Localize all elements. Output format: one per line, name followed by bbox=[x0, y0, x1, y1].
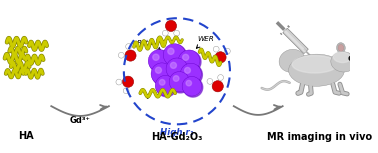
Circle shape bbox=[163, 44, 186, 66]
Text: MR imaging in vivo: MR imaging in vivo bbox=[267, 132, 373, 142]
Circle shape bbox=[351, 57, 353, 58]
Circle shape bbox=[156, 76, 177, 97]
Ellipse shape bbox=[279, 49, 305, 72]
Circle shape bbox=[179, 51, 201, 73]
Circle shape bbox=[151, 63, 173, 84]
Circle shape bbox=[155, 75, 175, 96]
Circle shape bbox=[116, 79, 122, 85]
Ellipse shape bbox=[356, 60, 366, 68]
Circle shape bbox=[118, 52, 124, 58]
Polygon shape bbox=[284, 30, 307, 53]
Circle shape bbox=[170, 73, 191, 93]
Circle shape bbox=[225, 48, 230, 54]
Circle shape bbox=[153, 54, 159, 60]
Ellipse shape bbox=[356, 61, 363, 66]
Text: High r₁: High r₁ bbox=[160, 128, 194, 137]
Polygon shape bbox=[283, 28, 308, 54]
Circle shape bbox=[180, 63, 201, 84]
Circle shape bbox=[163, 30, 168, 36]
Circle shape bbox=[166, 58, 188, 80]
Circle shape bbox=[183, 54, 189, 60]
Circle shape bbox=[166, 20, 177, 32]
Circle shape bbox=[148, 50, 170, 72]
Circle shape bbox=[213, 46, 219, 52]
Text: WER: WER bbox=[197, 36, 214, 42]
Circle shape bbox=[207, 78, 213, 84]
Circle shape bbox=[164, 45, 187, 67]
Ellipse shape bbox=[336, 43, 345, 53]
Circle shape bbox=[183, 78, 203, 97]
Circle shape bbox=[123, 88, 129, 94]
Circle shape bbox=[184, 67, 191, 73]
Circle shape bbox=[169, 72, 189, 92]
Circle shape bbox=[181, 64, 202, 85]
Circle shape bbox=[212, 81, 223, 92]
Circle shape bbox=[178, 50, 200, 72]
Circle shape bbox=[126, 44, 132, 49]
Ellipse shape bbox=[338, 44, 344, 51]
Text: HA-Gd₂O₃: HA-Gd₂O₃ bbox=[151, 132, 203, 142]
Text: HA: HA bbox=[18, 131, 34, 141]
Circle shape bbox=[125, 50, 136, 61]
Circle shape bbox=[173, 76, 179, 81]
Text: Gd³⁺: Gd³⁺ bbox=[70, 116, 91, 125]
Circle shape bbox=[218, 75, 223, 80]
Circle shape bbox=[149, 51, 172, 73]
Circle shape bbox=[152, 64, 174, 86]
Circle shape bbox=[122, 76, 134, 87]
Text: Ratio: Ratio bbox=[137, 40, 156, 46]
Text: τᴵ: τᴵ bbox=[144, 92, 150, 101]
Circle shape bbox=[167, 59, 189, 81]
Ellipse shape bbox=[333, 52, 351, 63]
Circle shape bbox=[215, 52, 226, 63]
Circle shape bbox=[159, 80, 165, 85]
Ellipse shape bbox=[331, 52, 356, 72]
Circle shape bbox=[155, 67, 161, 73]
Circle shape bbox=[168, 48, 174, 54]
Circle shape bbox=[182, 76, 202, 96]
Circle shape bbox=[349, 56, 354, 61]
Circle shape bbox=[186, 80, 192, 86]
Circle shape bbox=[174, 30, 180, 36]
Ellipse shape bbox=[292, 56, 338, 73]
Ellipse shape bbox=[288, 54, 344, 86]
Circle shape bbox=[170, 62, 177, 68]
